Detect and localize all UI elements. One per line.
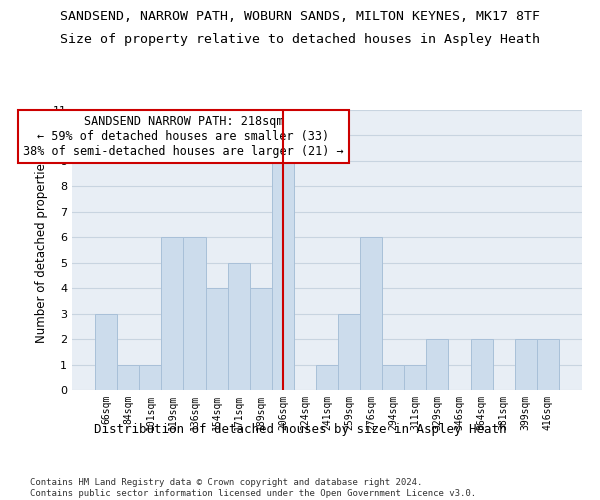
Bar bbox=[404, 364, 427, 390]
Bar bbox=[316, 364, 338, 390]
Bar bbox=[139, 364, 161, 390]
Bar bbox=[360, 238, 382, 390]
Bar bbox=[227, 262, 250, 390]
Text: Size of property relative to detached houses in Aspley Heath: Size of property relative to detached ho… bbox=[60, 32, 540, 46]
Bar bbox=[470, 339, 493, 390]
Bar bbox=[382, 364, 404, 390]
Text: Contains HM Land Registry data © Crown copyright and database right 2024.
Contai: Contains HM Land Registry data © Crown c… bbox=[30, 478, 476, 498]
Bar bbox=[515, 339, 537, 390]
Text: SANDSEND, NARROW PATH, WOBURN SANDS, MILTON KEYNES, MK17 8TF: SANDSEND, NARROW PATH, WOBURN SANDS, MIL… bbox=[60, 10, 540, 23]
Bar bbox=[206, 288, 227, 390]
Bar bbox=[537, 339, 559, 390]
Bar bbox=[184, 238, 206, 390]
Bar bbox=[338, 314, 360, 390]
Bar bbox=[272, 161, 294, 390]
Text: SANDSEND NARROW PATH: 218sqm
← 59% of detached houses are smaller (33)
38% of se: SANDSEND NARROW PATH: 218sqm ← 59% of de… bbox=[23, 115, 344, 158]
Bar bbox=[95, 314, 117, 390]
Text: Distribution of detached houses by size in Aspley Heath: Distribution of detached houses by size … bbox=[94, 422, 506, 436]
Bar bbox=[117, 364, 139, 390]
Bar bbox=[161, 238, 184, 390]
Bar bbox=[427, 339, 448, 390]
Y-axis label: Number of detached properties: Number of detached properties bbox=[35, 157, 47, 343]
Bar bbox=[250, 288, 272, 390]
